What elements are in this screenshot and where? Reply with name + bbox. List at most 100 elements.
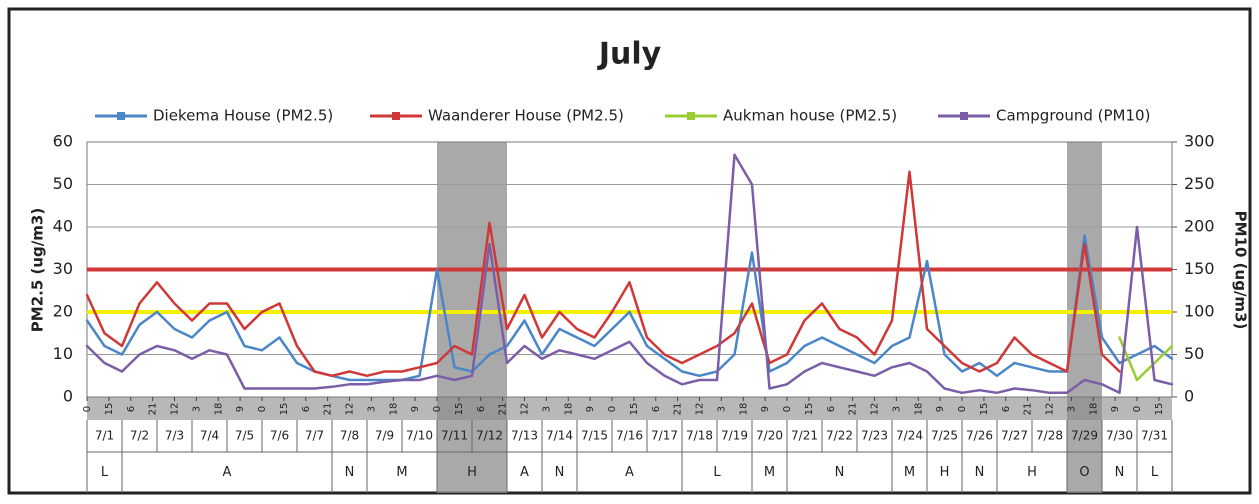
x-tick-label: 12	[870, 403, 881, 416]
x-tick-label: 12	[345, 403, 356, 416]
x-tick-label: 18	[213, 403, 224, 416]
legend-label: Aukman house (PM2.5)	[723, 107, 897, 125]
x-tick-label: 9	[760, 406, 771, 412]
series-line	[85, 153, 1174, 395]
legend-marker	[117, 112, 125, 120]
regime-label: A	[223, 465, 232, 480]
day-label: 7/21	[791, 429, 818, 443]
x-tick-label: 12	[170, 403, 181, 416]
x-tick-label: 3	[541, 406, 552, 412]
x-tick-label: 12	[695, 403, 706, 416]
x-tick-label: 15	[454, 403, 465, 416]
day-label: 7/5	[235, 429, 254, 443]
day-label: 7/16	[616, 429, 643, 443]
x-tick-label: 15	[279, 403, 290, 416]
y2-tick-label: 200	[1184, 217, 1215, 236]
regime-label: N	[345, 465, 355, 480]
x-tick-label: 0	[432, 406, 443, 412]
regime-label: N	[975, 465, 985, 480]
legend-label: Waanderer House (PM2.5)	[428, 107, 624, 125]
y2-tick-label: 150	[1184, 259, 1215, 278]
x-tick-label: 3	[191, 406, 202, 412]
y2-tick-label: 50	[1184, 344, 1204, 363]
regime-label: M	[904, 465, 915, 480]
regime-label: N	[835, 465, 845, 480]
day-label: 7/12	[476, 429, 503, 443]
day-label: 7/20	[756, 429, 783, 443]
day-label: 7/13	[511, 429, 538, 443]
day-label: 7/27	[1001, 429, 1028, 443]
y-tick-label: 10	[53, 344, 73, 363]
x-tick-label: 0	[782, 406, 793, 412]
x-tick-label: 15	[629, 403, 640, 416]
regime-label: M	[396, 465, 407, 480]
x-tick-label: 21	[848, 403, 859, 416]
x-tick-label: 12	[520, 403, 531, 416]
regime-label: L	[101, 465, 109, 480]
regime-label: N	[1115, 465, 1125, 480]
hour-band	[87, 397, 1172, 420]
x-tick-label: 21	[323, 403, 334, 416]
x-tick-label: 9	[410, 406, 421, 412]
x-tick-label: 0	[82, 406, 93, 412]
x-tick-label: 21	[148, 403, 159, 416]
day-label: 7/9	[375, 429, 394, 443]
series-line	[85, 234, 1174, 382]
day-label: 7/30	[1106, 429, 1133, 443]
day-label: 7/25	[931, 429, 958, 443]
chart-title: July	[597, 37, 662, 72]
x-tick-label: 21	[1023, 403, 1034, 416]
regime-label: H	[467, 465, 477, 480]
x-tick-label: 0	[957, 406, 968, 412]
x-tick-label: 21	[498, 403, 509, 416]
x-tick-label: 3	[891, 406, 902, 412]
regime-label: H	[1027, 465, 1037, 480]
day-label: 7/19	[721, 429, 748, 443]
series-line	[1118, 336, 1174, 382]
day-label: 7/23	[861, 429, 888, 443]
frame	[7, 7, 1252, 495]
x-tick-label: 18	[1088, 403, 1099, 416]
legend-marker	[687, 112, 695, 120]
regime-label: A	[625, 465, 634, 480]
x-tick-label: 3	[366, 406, 377, 412]
x-tick-label: 0	[1132, 406, 1143, 412]
y-tick-label: 50	[53, 174, 73, 193]
regime-label: O	[1079, 465, 1089, 480]
x-tick-label: 9	[935, 406, 946, 412]
series-line	[85, 170, 1121, 378]
x-tick-label: 12	[1045, 403, 1056, 416]
day-label: 7/31	[1141, 429, 1168, 443]
day-label: 7/4	[200, 429, 219, 443]
x-tick-label: 6	[476, 406, 487, 412]
regime-label: N	[555, 465, 565, 480]
y-tick-label: 0	[63, 387, 73, 406]
x-tick-label: 21	[673, 403, 684, 416]
y2-tick-label: 0	[1184, 387, 1194, 406]
regime-label: H	[940, 465, 950, 480]
legend-label: Campground (PM10)	[996, 107, 1150, 125]
day-label: 7/1	[95, 429, 114, 443]
x-tick-label: 18	[563, 403, 574, 416]
day-label: 7/8	[340, 429, 359, 443]
day-label: 7/15	[581, 429, 608, 443]
x-tick-label: 9	[235, 406, 246, 412]
y2-axis-title: PM10 (ug/m3)	[1232, 211, 1250, 330]
y-tick-label: 40	[53, 217, 73, 236]
y-tick-label: 60	[53, 132, 73, 151]
x-tick-label: 15	[1154, 403, 1165, 416]
x-tick-label: 3	[716, 406, 727, 412]
x-tick-label: 0	[607, 406, 618, 412]
day-label: 7/3	[165, 429, 184, 443]
regime-label: L	[713, 465, 721, 480]
legend-label: Diekema House (PM2.5)	[153, 107, 333, 125]
day-label: 7/11	[441, 429, 468, 443]
day-label: 7/28	[1036, 429, 1063, 443]
legend-marker	[392, 112, 400, 120]
y2-tick-label: 100	[1184, 302, 1215, 321]
day-label: 7/2	[130, 429, 149, 443]
day-label: 7/29	[1071, 429, 1098, 443]
y-tick-label: 30	[53, 259, 73, 278]
y-tick-label: 20	[53, 302, 73, 321]
